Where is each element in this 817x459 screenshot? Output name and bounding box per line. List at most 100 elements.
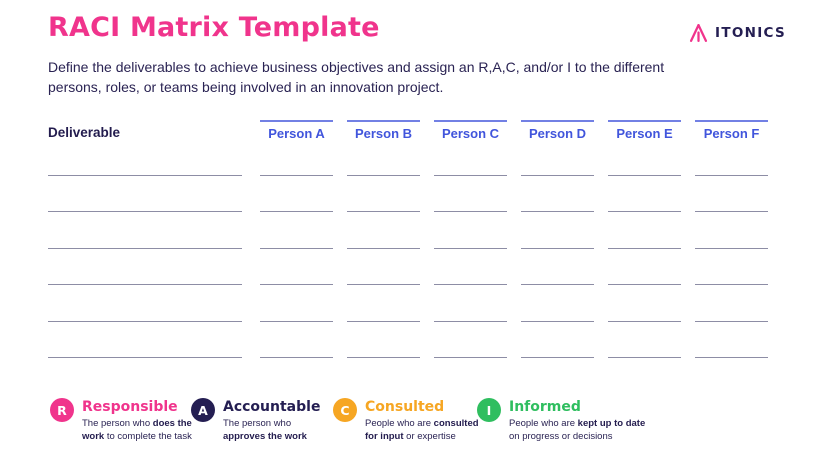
matrix-cell[interactable]	[521, 285, 594, 322]
legend-desc-bold: kept up to date	[577, 418, 646, 429]
person-cells	[260, 322, 768, 358]
matrix-cell[interactable]	[695, 249, 768, 285]
person-cells	[260, 249, 768, 285]
description-line2: persons, roles, or teams being involved …	[48, 78, 444, 95]
deliverable-cell[interactable]	[48, 285, 242, 322]
matrix-cell[interactable]	[434, 139, 507, 176]
matrix-cell[interactable]	[434, 176, 507, 212]
matrix-cell[interactable]	[347, 139, 420, 176]
deliverable-cell[interactable]	[48, 139, 242, 176]
matrix-cell[interactable]	[260, 249, 333, 285]
legend-desc-text: People who are	[365, 418, 434, 429]
table-row	[48, 249, 770, 285]
person-column-header: Person B	[347, 120, 420, 141]
person-column-header: Person D	[521, 120, 594, 141]
matrix-cell[interactable]	[521, 212, 594, 249]
legend-title-informed: Informed	[509, 399, 581, 415]
legend-desc-text: The person who	[223, 418, 292, 429]
deliverable-cell[interactable]	[48, 176, 242, 212]
legend-texts: Responsible The person who does the work…	[82, 398, 206, 444]
legend-description-accountable: The person who approves the work	[223, 418, 319, 444]
page-title: RACI Matrix Template	[48, 12, 380, 43]
legend-item-responsible: R Responsible The person who does the wo…	[50, 398, 206, 444]
itonics-arrow-icon	[689, 23, 708, 43]
matrix-cell[interactable]	[347, 249, 420, 285]
deliverable-column-header: Deliverable	[48, 125, 121, 140]
table-row	[48, 285, 770, 322]
person-cells	[260, 139, 768, 176]
matrix-cell[interactable]	[608, 285, 681, 322]
matrix-cell[interactable]	[695, 176, 768, 212]
description-line1: Define the deliverables to achieve busin…	[48, 59, 665, 75]
accountable-badge: A	[191, 398, 215, 422]
legend-texts: Consulted People who are consulted for i…	[365, 398, 489, 444]
matrix-cell[interactable]	[695, 139, 768, 176]
itonics-logo-text: ITONICS	[715, 25, 787, 41]
description: Define the deliverables to achieve busin…	[48, 58, 664, 98]
person-column-header: Person C	[434, 120, 507, 141]
person-column-header: Person A	[260, 120, 333, 141]
legend-desc-text: to complete the task	[104, 430, 192, 442]
legend-title-consulted: Consulted	[365, 399, 445, 415]
matrix-cell[interactable]	[347, 212, 420, 249]
legend-desc-bold: does the work	[82, 418, 192, 442]
matrix-cell[interactable]	[521, 249, 594, 285]
matrix-cell[interactable]	[434, 212, 507, 249]
deliverable-cell[interactable]	[48, 322, 242, 358]
legend-desc-bold: approves the work	[223, 430, 307, 442]
person-cells	[260, 212, 768, 249]
matrix-cell[interactable]	[695, 285, 768, 322]
raci-legend: R Responsible The person who does the wo…	[50, 398, 790, 450]
legend-item-informed: I Informed People who are kept up to dat…	[477, 398, 649, 444]
deliverable-cell[interactable]	[48, 249, 242, 285]
legend-desc-text: The person who	[82, 418, 153, 429]
matrix-cell[interactable]	[521, 139, 594, 176]
matrix-cell[interactable]	[434, 322, 507, 358]
matrix-cell[interactable]	[608, 139, 681, 176]
matrix-cell[interactable]	[260, 176, 333, 212]
matrix-cell[interactable]	[434, 249, 507, 285]
person-column-header: Person F	[695, 120, 768, 141]
matrix-cell[interactable]	[695, 212, 768, 249]
matrix-cell[interactable]	[608, 249, 681, 285]
person-cells	[260, 176, 768, 212]
legend-title-accountable: Accountable	[223, 399, 321, 415]
person-cells	[260, 285, 768, 322]
legend-description-informed: People who are kept up to date on progre…	[509, 418, 649, 444]
matrix-cell[interactable]	[260, 139, 333, 176]
table-row	[48, 176, 770, 212]
matrix-cell[interactable]	[347, 176, 420, 212]
matrix-cell[interactable]	[260, 212, 333, 249]
legend-desc-bold: consulted for input	[365, 418, 479, 442]
legend-description-consulted: People who are consulted for input or ex…	[365, 418, 489, 444]
matrix-cell[interactable]	[347, 285, 420, 322]
legend-desc-text: on progress or decisions	[509, 430, 613, 442]
matrix-cell[interactable]	[608, 212, 681, 249]
matrix-cell[interactable]	[608, 322, 681, 358]
matrix-cell[interactable]	[521, 322, 594, 358]
person-column-header: Person E	[608, 120, 681, 141]
itonics-logo: ITONICS	[688, 23, 786, 43]
matrix-cell[interactable]	[521, 176, 594, 212]
matrix-cell[interactable]	[434, 285, 507, 322]
legend-title-responsible: Responsible	[82, 399, 178, 415]
responsible-badge: R	[50, 398, 74, 422]
deliverable-cell[interactable]	[48, 212, 242, 249]
legend-item-consulted: C Consulted People who are consulted for…	[333, 398, 489, 444]
table-row	[48, 212, 770, 249]
matrix-cell[interactable]	[260, 322, 333, 358]
legend-texts: Accountable The person who approves the …	[223, 398, 320, 444]
matrix-cell[interactable]	[695, 322, 768, 358]
matrix-cell[interactable]	[260, 285, 333, 322]
legend-item-accountable: A Accountable The person who approves th…	[191, 398, 320, 444]
table-body	[48, 139, 770, 358]
legend-texts: Informed People who are kept up to date …	[509, 398, 649, 444]
raci-table: Deliverable Person A Person B Person C Pers…	[48, 120, 770, 358]
legend-desc-text: or expertise	[403, 430, 456, 442]
matrix-cell[interactable]	[347, 322, 420, 358]
consulted-badge: C	[333, 398, 357, 422]
legend-description-responsible: The person who does the work to complete…	[82, 418, 206, 444]
table-header-row: Deliverable Person A Person B Person C Pers…	[48, 120, 770, 141]
matrix-cell[interactable]	[608, 176, 681, 212]
